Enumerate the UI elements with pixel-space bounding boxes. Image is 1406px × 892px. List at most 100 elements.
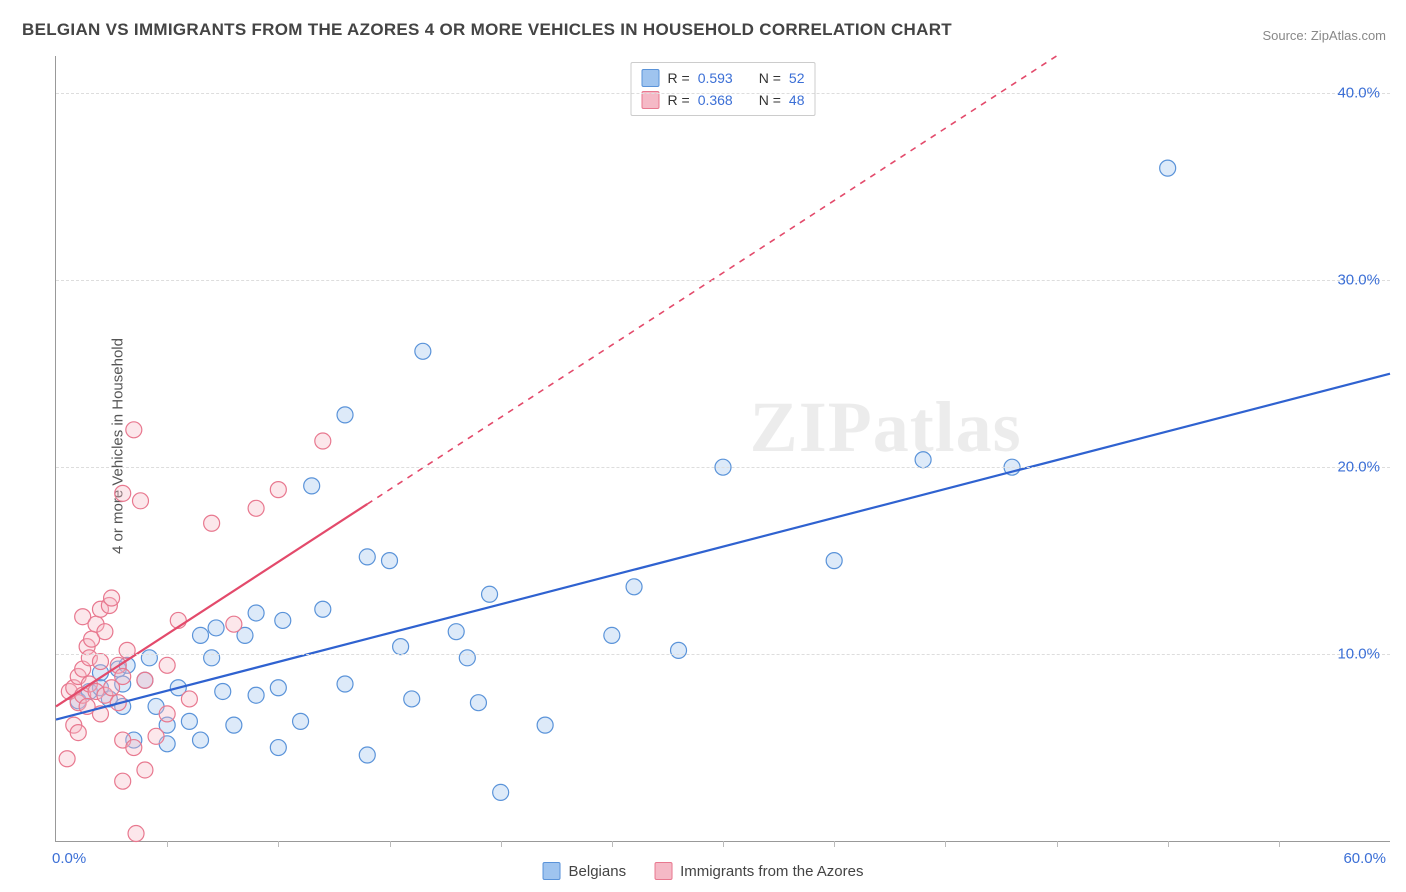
scatter-point (482, 586, 498, 602)
legend-n-value: 48 (789, 92, 805, 108)
source-label: Source: ZipAtlas.com (1262, 28, 1386, 43)
scatter-point (1160, 160, 1176, 176)
scatter-point (70, 725, 86, 741)
scatter-point (193, 627, 209, 643)
scatter-point (337, 407, 353, 423)
scatter-point (604, 627, 620, 643)
scatter-point (248, 687, 264, 703)
scatter-point (304, 478, 320, 494)
scatter-point (128, 826, 144, 842)
scatter-point (159, 706, 175, 722)
scatter-point (137, 762, 153, 778)
scatter-point (626, 579, 642, 595)
scatter-point (493, 784, 509, 800)
legend-n-label: N = (759, 70, 781, 86)
scatter-point (270, 482, 286, 498)
scatter-point (137, 672, 153, 688)
scatter-point (359, 549, 375, 565)
legend-correlation-row: R = 0.593 N = 52 (642, 67, 805, 89)
x-tick (612, 841, 613, 847)
scatter-point (204, 650, 220, 666)
scatter-point (97, 624, 113, 640)
scatter-svg (56, 56, 1390, 841)
y-tick-label: 20.0% (1337, 459, 1380, 476)
x-tick (1279, 841, 1280, 847)
scatter-point (404, 691, 420, 707)
legend-correlation-box: R = 0.593 N = 52 R = 0.368 N = 48 (631, 62, 816, 116)
scatter-point (415, 343, 431, 359)
scatter-point (226, 717, 242, 733)
x-tick (167, 841, 168, 847)
scatter-point (181, 691, 197, 707)
legend-r-label: R = (668, 92, 690, 108)
scatter-point (459, 650, 475, 666)
legend-r-label: R = (668, 70, 690, 86)
legend-series: Belgians Immigrants from the Azores (543, 862, 864, 880)
x-tick (1168, 841, 1169, 847)
y-tick-label: 30.0% (1337, 272, 1380, 289)
legend-series-label: Immigrants from the Azores (680, 863, 863, 880)
x-tick (723, 841, 724, 847)
scatter-point (270, 740, 286, 756)
scatter-point (915, 452, 931, 468)
scatter-point (448, 624, 464, 640)
legend-r-value: 0.368 (698, 92, 733, 108)
x-tick (834, 841, 835, 847)
scatter-point (115, 485, 131, 501)
legend-n-label: N = (759, 92, 781, 108)
legend-series-item: Belgians (543, 862, 627, 880)
gridline-h (56, 280, 1390, 281)
scatter-point (671, 642, 687, 658)
legend-series-label: Belgians (569, 863, 627, 880)
scatter-point (104, 590, 120, 606)
scatter-point (181, 713, 197, 729)
x-tick (390, 841, 391, 847)
scatter-point (315, 601, 331, 617)
x-tick (1057, 841, 1058, 847)
chart-container: BELGIAN VS IMMIGRANTS FROM THE AZORES 4 … (0, 0, 1406, 892)
scatter-point (393, 639, 409, 655)
scatter-point (248, 605, 264, 621)
scatter-point (148, 728, 164, 744)
x-axis-origin-label: 0.0% (52, 850, 86, 867)
scatter-point (126, 422, 142, 438)
legend-swatch (654, 862, 672, 880)
gridline-h (56, 93, 1390, 94)
scatter-point (141, 650, 157, 666)
x-axis-max-label: 60.0% (1343, 850, 1386, 867)
scatter-point (126, 740, 142, 756)
scatter-point (382, 553, 398, 569)
legend-correlation-row: R = 0.368 N = 48 (642, 89, 805, 111)
scatter-point (215, 683, 231, 699)
trend-line (56, 374, 1390, 720)
gridline-h (56, 654, 1390, 655)
scatter-point (115, 669, 131, 685)
scatter-point (204, 515, 220, 531)
gridline-h (56, 467, 1390, 468)
legend-r-value: 0.593 (698, 70, 733, 86)
scatter-point (193, 732, 209, 748)
legend-swatch (543, 862, 561, 880)
scatter-point (537, 717, 553, 733)
scatter-point (159, 657, 175, 673)
scatter-point (315, 433, 331, 449)
plot-area: ZIPatlas R =0.593N =52R =0.368N =48 0.0%… (55, 56, 1390, 842)
scatter-point (275, 612, 291, 628)
x-tick (278, 841, 279, 847)
scatter-point (270, 680, 286, 696)
y-tick-label: 10.0% (1337, 646, 1380, 663)
scatter-point (826, 553, 842, 569)
scatter-point (115, 773, 131, 789)
legend-swatch (642, 69, 660, 87)
scatter-point (293, 713, 309, 729)
chart-title: BELGIAN VS IMMIGRANTS FROM THE AZORES 4 … (22, 20, 952, 40)
x-tick (945, 841, 946, 847)
scatter-point (359, 747, 375, 763)
legend-n-value: 52 (789, 70, 805, 86)
scatter-point (208, 620, 224, 636)
scatter-point (226, 616, 242, 632)
scatter-point (470, 695, 486, 711)
scatter-point (92, 654, 108, 670)
scatter-point (132, 493, 148, 509)
x-tick (501, 841, 502, 847)
